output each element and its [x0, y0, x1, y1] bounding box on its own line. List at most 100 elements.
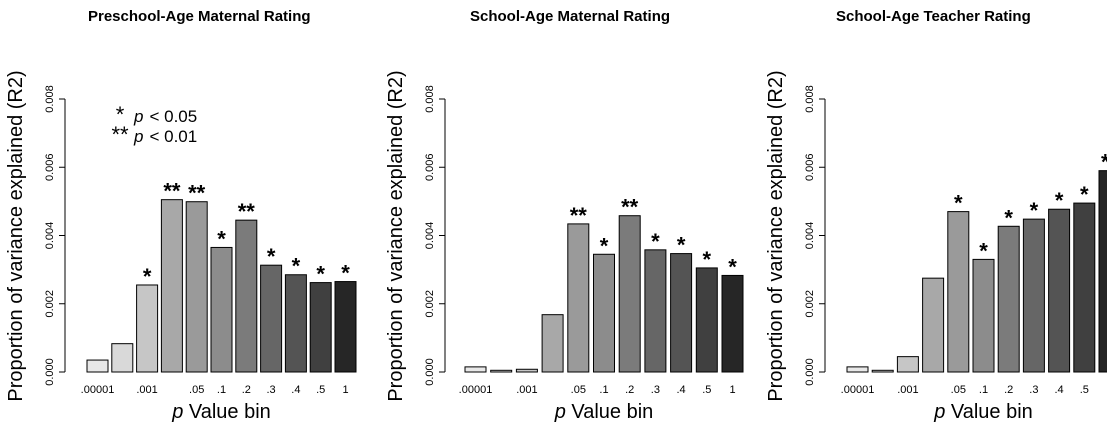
x-tick-label: .001: [516, 384, 537, 396]
bar: [309, 282, 332, 373]
y-axis-title: Proportion of variance explained (R2): [385, 70, 407, 401]
bar: [111, 343, 134, 373]
bar: [997, 225, 1020, 373]
y-axis-title: Proportion of variance explained (R2): [765, 70, 787, 401]
significance-mark: *: [728, 254, 737, 279]
bar: [490, 369, 513, 373]
y-tick-label: 0.002: [424, 290, 436, 318]
x-axis-title: p Value bin: [933, 401, 1033, 423]
bar: [464, 366, 487, 373]
x-tick-label: .3: [267, 384, 276, 396]
x-tick-label: .00001: [841, 384, 875, 396]
bar: [1098, 170, 1107, 373]
y-tick-label: 0.000: [804, 358, 816, 386]
legend-text: < 0.01: [149, 127, 198, 146]
significance-mark: **: [621, 195, 639, 220]
significance-mark: *: [703, 247, 712, 272]
significance-mark: *: [1080, 182, 1089, 207]
bar: [1048, 208, 1071, 373]
significance-mark: *: [292, 254, 301, 279]
bar: [593, 253, 615, 373]
significance-mark: **: [570, 203, 588, 228]
bar: [922, 277, 945, 373]
x-tick-label: .1: [979, 384, 988, 396]
x-tick-label: .05: [571, 384, 586, 396]
bar: [846, 366, 869, 373]
significance-mark: *: [954, 191, 963, 216]
y-tick-label: 0.008: [424, 85, 436, 113]
legend-row-p05: * p < 0.05: [106, 104, 198, 126]
significance-mark: *: [143, 264, 152, 289]
bar: [160, 199, 183, 373]
bar: [1073, 202, 1096, 373]
y-tick-label: 0.002: [804, 290, 816, 318]
significance-mark: *: [267, 244, 276, 269]
chart-title-preschool-maternal: Preschool-Age Maternal Rating: [88, 8, 311, 25]
y-tick-label: 0.008: [804, 85, 816, 113]
significance-mark: *: [1030, 198, 1039, 223]
y-tick-label: 0.004: [424, 222, 436, 250]
x-tick-label: .00001: [459, 384, 493, 396]
legend-p: p: [134, 107, 144, 126]
significance-mark: **: [163, 179, 181, 204]
x-tick-label: .2: [625, 384, 634, 396]
significance-mark: *: [600, 233, 609, 258]
x-tick-label: .3: [1029, 384, 1038, 396]
bar: [1022, 218, 1045, 373]
bar: [260, 264, 283, 373]
significance-mark: *: [1055, 188, 1064, 213]
legend-symbol: **: [111, 122, 129, 147]
significance-mark: **: [238, 199, 256, 224]
x-tick-label: 1: [729, 384, 735, 396]
significance-mark: *: [341, 261, 350, 286]
significance-mark: **: [1101, 150, 1107, 175]
y-tick-label: 0.006: [804, 153, 816, 181]
bar: [896, 356, 919, 373]
y-tick-label: 0.006: [424, 153, 436, 181]
x-tick-label: .3: [651, 384, 660, 396]
bar: [947, 211, 970, 373]
y-tick-label: 0.006: [44, 153, 56, 181]
x-tick-label: .4: [677, 384, 686, 396]
bar: [136, 284, 159, 373]
x-tick-label: .2: [242, 384, 251, 396]
significance-mark: *: [316, 262, 325, 287]
x-tick-label: .001: [897, 384, 918, 396]
legend-row-p01: ** p < 0.01: [106, 122, 198, 147]
bar: [618, 215, 641, 373]
y-tick-label: 0.008: [44, 85, 56, 113]
significance-mark: *: [217, 226, 226, 251]
x-tick-label: .05: [189, 384, 204, 396]
y-tick-label: 0.002: [44, 290, 56, 318]
bar: [670, 253, 693, 373]
bar: [86, 359, 109, 373]
y-axis-title: Proportion of variance explained (R2): [5, 70, 27, 401]
x-tick-label: .1: [599, 384, 608, 396]
bar: [185, 201, 208, 373]
significance-mark: *: [677, 233, 686, 258]
x-tick-label: .4: [291, 384, 300, 396]
x-tick-label: .5: [702, 384, 711, 396]
bar: [515, 368, 538, 373]
x-tick-label: .00001: [81, 384, 115, 396]
bar: [210, 246, 233, 373]
x-tick-label: .001: [136, 384, 157, 396]
legend-text: < 0.05: [149, 107, 198, 126]
bar: [972, 258, 995, 373]
bar: [644, 249, 667, 373]
y-tick-label: 0.000: [424, 358, 436, 386]
y-tick-label: 0.004: [44, 222, 56, 250]
x-axis-title: p Value bin: [554, 401, 654, 423]
bar: [235, 219, 258, 373]
bar: [284, 274, 307, 373]
x-tick-label: 1: [342, 384, 348, 396]
x-tick-label: .2: [1004, 384, 1013, 396]
legend-p: p: [134, 127, 144, 146]
bar: [871, 369, 894, 373]
x-tick-label: .5: [316, 384, 325, 396]
significance-mark: *: [651, 229, 660, 254]
chart-title-school-teacher: School-Age Teacher Rating: [836, 8, 1031, 25]
x-axis-title: p Value bin: [171, 401, 271, 423]
chart-title-school-maternal: School-Age Maternal Rating: [470, 8, 671, 25]
